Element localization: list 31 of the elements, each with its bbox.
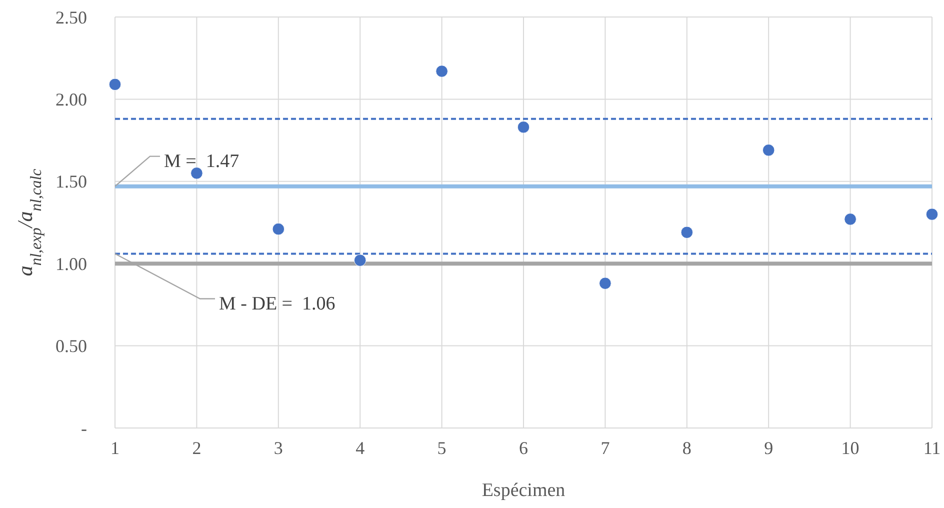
point	[272, 222, 285, 236]
x-tick-label: 2	[192, 438, 202, 458]
point	[517, 120, 530, 134]
x-tick-label: 4	[356, 438, 365, 458]
point	[599, 277, 612, 290]
y-tick-label: 1.00	[56, 254, 87, 274]
y-tick-label: 0.50	[56, 336, 87, 356]
y-tick-label: 1.50	[56, 172, 87, 192]
point	[844, 213, 856, 226]
x-tick-label: 7	[600, 438, 610, 458]
x-tick-label: 6	[519, 438, 528, 458]
ref-line-label: M - DE = 1.06	[219, 293, 336, 314]
y-tick-label: -	[81, 418, 87, 438]
point	[190, 167, 203, 180]
y-tick-label: 2.50	[56, 7, 87, 28]
point	[436, 65, 448, 78]
x-tick-label: 10	[841, 438, 860, 458]
point	[108, 78, 122, 91]
x-axis-title: Espécimen	[482, 480, 566, 501]
point	[354, 254, 366, 266]
point	[680, 226, 694, 239]
x-tick-label: 11	[923, 438, 941, 458]
x-tick-label: 5	[437, 438, 446, 458]
y-tick-label: 2.00	[56, 90, 87, 110]
x-tick-label: 3	[274, 438, 283, 458]
ref-line-label: M = 1.47	[164, 150, 240, 172]
x-tick-label: 9	[764, 438, 774, 458]
point	[926, 208, 938, 220]
x-tick-label: 8	[682, 438, 692, 458]
point	[762, 144, 775, 156]
x-tick-label: 1	[110, 438, 120, 458]
